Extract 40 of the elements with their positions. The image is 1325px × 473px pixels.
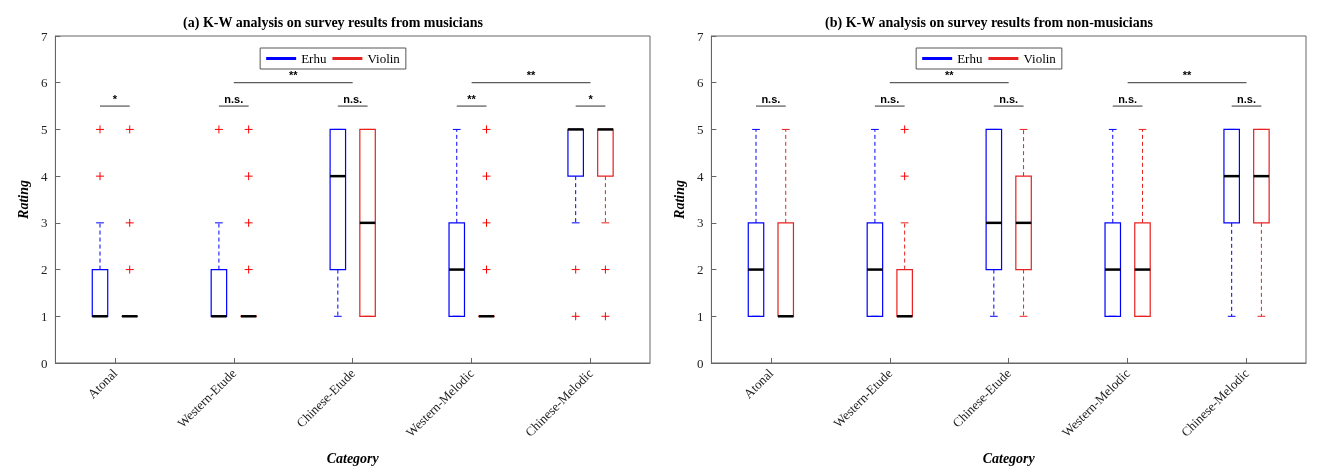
legend-label: Erhu	[957, 51, 983, 66]
y-tick-label: 6	[40, 75, 48, 91]
x-axis-title: Category	[326, 450, 380, 466]
y-tick-label: 3	[696, 215, 704, 231]
chart-title: (b) K-W analysis on survey results from non-musicians	[825, 14, 1154, 31]
y-tick-label: 0	[40, 355, 48, 371]
annotation: **	[526, 69, 537, 82]
x-axis-title: Category	[982, 450, 1036, 466]
annotation: n.s.	[224, 92, 244, 105]
annotation: **	[288, 69, 299, 82]
annotation: *	[112, 92, 118, 105]
y-tick-label: 1	[696, 308, 704, 324]
y-tick-label: 0	[696, 355, 704, 371]
y-tick-label: 5	[40, 121, 48, 137]
y-tick-label: 7	[40, 28, 48, 44]
annotation: **	[467, 92, 477, 105]
chart-title: (a) K-W analysis on survey results from musicians	[183, 14, 484, 31]
y-tick-label: 2	[696, 262, 704, 278]
y-tick-label: 3	[40, 215, 48, 231]
annotation: n.s.	[1237, 92, 1257, 105]
annotation: n.s.	[999, 92, 1019, 105]
legend-label: Violin	[367, 51, 401, 66]
y-tick-label: 5	[696, 121, 704, 137]
annotation: n.s.	[343, 92, 363, 105]
y-tick-label: 4	[40, 168, 48, 184]
y-tick-label: 4	[696, 168, 704, 184]
y-tick-label: 7	[696, 28, 704, 44]
annotation: n.s.	[761, 92, 781, 105]
legend-label: Violin	[1023, 51, 1057, 66]
annotation: n.s.	[1118, 92, 1138, 105]
y-tick-label: 6	[696, 75, 704, 91]
y-tick-label: 1	[40, 308, 48, 324]
annotation: **	[1182, 69, 1193, 82]
annotation: *	[588, 92, 594, 105]
annotation: **	[944, 69, 955, 82]
y-axis-title: Rating	[671, 180, 687, 220]
y-tick-label: 2	[40, 262, 48, 278]
annotation: n.s.	[880, 92, 900, 105]
y-axis-title: Rating	[15, 180, 31, 220]
legend-label: Erhu	[301, 51, 327, 66]
